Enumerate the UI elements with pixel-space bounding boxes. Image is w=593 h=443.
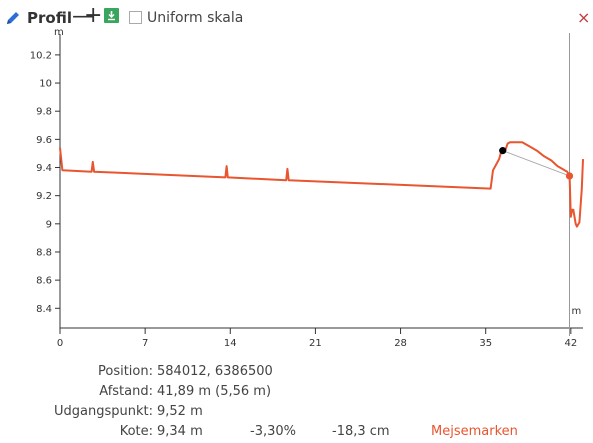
x-tick-label: 28 (394, 338, 407, 349)
mejsemarken-label: Mejsemarken (431, 424, 518, 439)
slope-value: -3,30% (250, 424, 296, 439)
kote-label: Kote: (119, 424, 153, 439)
x-tick-label: 14 (224, 338, 237, 349)
slope-connector-line (502, 150, 570, 177)
position-label: Position: (98, 364, 153, 379)
profile-toolbar: Profil — + Uniform skala × (0, 0, 593, 36)
series-layer (59, 141, 584, 228)
udgangspunkt-label: Udgangspunkt: (54, 404, 153, 419)
y-axis: 8.4 8.6 8.8 9 9.2 9.4 9.6 9.8 10 10.2 (30, 34, 61, 328)
y-tick-label: 9.4 (36, 163, 52, 174)
afstand-label: Afstand: (99, 384, 153, 399)
y-tick-label: 10.2 (30, 50, 52, 61)
x-tick-label: 7 (142, 338, 148, 349)
zoom-out-button[interactable]: — (72, 4, 94, 29)
uniform-scale-label: Uniform skala (147, 10, 244, 26)
y-tick-label: 10 (39, 79, 52, 90)
y-tick-label: 9 (46, 219, 52, 230)
y-tick-label: 8.8 (36, 247, 52, 258)
close-button[interactable]: × (577, 8, 591, 27)
udgangspunkt-value: 9,52 m (157, 404, 203, 419)
x-tick-label: 0 (57, 338, 63, 349)
y-tick-label: 8.4 (36, 304, 52, 315)
height-diff-value: -18,3 cm (332, 424, 390, 439)
y-axis-unit: m (54, 27, 64, 38)
x-axis: 0 7 14 21 28 35 42 (57, 327, 583, 349)
udgangspunkt-point[interactable] (499, 147, 507, 155)
download-button[interactable] (104, 8, 119, 23)
pencil-icon (5, 10, 21, 26)
panel-title: Profil (27, 9, 72, 27)
marker-layer (499, 147, 574, 180)
profile-series-line (59, 141, 584, 228)
uniform-scale-checkbox[interactable] (129, 11, 142, 24)
y-tick-label: 8.6 (36, 276, 52, 287)
x-tick-label: 35 (479, 338, 492, 349)
kote-value: 9,34 m (157, 424, 203, 439)
mejsemarken-point[interactable] (565, 172, 574, 180)
y-tick-label: 9.8 (36, 107, 52, 118)
afstand-value: 41,89 m (5,56 m) (157, 384, 272, 399)
zoom-in-button[interactable]: + (84, 3, 103, 28)
download-icon (108, 11, 115, 21)
profile-chart[interactable]: 8.4 8.6 8.8 9 9.2 9.4 9.6 9.8 10 10.2 0 7 14 21 28 35 4… (0, 0, 593, 356)
x-tick-label: 42 (564, 338, 577, 349)
x-tick-label: 21 (309, 338, 322, 349)
y-tick-label: 9.6 (36, 135, 52, 146)
y-tick-label: 9.2 (36, 191, 52, 202)
position-value: 584012, 6386500 (157, 364, 273, 379)
x-axis-unit: m (571, 306, 581, 317)
